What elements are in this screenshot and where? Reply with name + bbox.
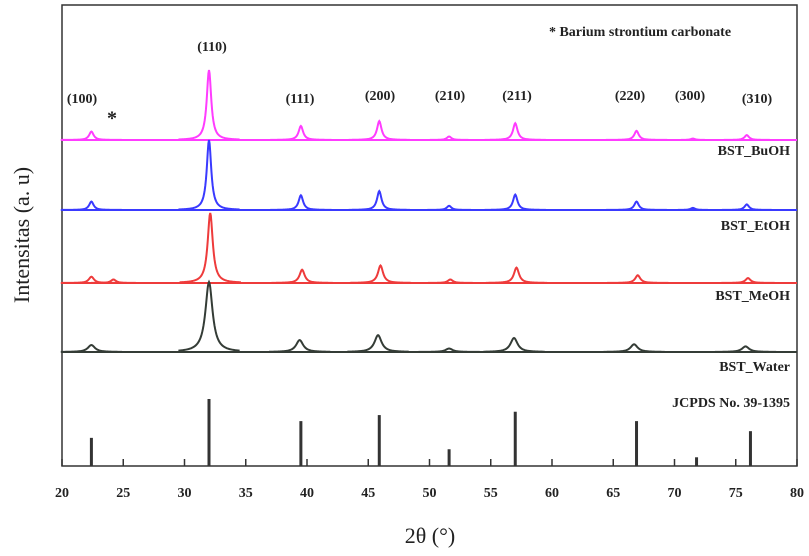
peak-annotation: (210)	[435, 89, 466, 104]
peak-annotation: (100)	[67, 92, 98, 107]
x-axis-label: 2θ (°)	[405, 523, 456, 548]
diffraction-peak	[603, 343, 665, 353]
peak-annotation: (211)	[502, 89, 532, 104]
diffraction-peak	[270, 124, 332, 141]
diffraction-peak	[270, 193, 332, 211]
diffraction-peak	[269, 339, 331, 353]
diffraction-peak	[179, 212, 241, 284]
diffraction-peak	[484, 193, 546, 211]
diffraction-peak	[485, 266, 548, 284]
diffraction-peak	[60, 343, 123, 353]
diffraction-peak	[714, 345, 777, 353]
x-tick-label: 55	[484, 486, 498, 501]
peak-annotation: *	[107, 108, 117, 130]
x-tick-label: 80	[790, 486, 804, 501]
diffraction-peak	[484, 121, 546, 141]
diffraction-peak	[716, 134, 778, 141]
peak-annotation: (200)	[365, 89, 396, 104]
diffraction-peak	[348, 189, 410, 211]
diffraction-peak	[178, 279, 240, 352]
x-tick-label: 45	[361, 486, 375, 501]
peak-annotation: (110)	[197, 40, 227, 55]
x-tick-label: 35	[239, 486, 253, 501]
diffraction-peak	[60, 275, 123, 284]
diffraction-peak	[607, 274, 669, 284]
diffraction-peak	[348, 119, 410, 141]
diffraction-peak	[418, 347, 480, 353]
diffraction-peak	[662, 137, 724, 141]
series-label: BST_BuOH	[718, 144, 790, 159]
diffraction-peak	[483, 336, 545, 353]
peak-annotation: (310)	[742, 92, 773, 107]
x-tick-label: 75	[729, 486, 743, 501]
diffraction-peak	[605, 200, 668, 211]
diffraction-peak	[178, 69, 240, 141]
diffraction-peak	[178, 139, 240, 211]
y-axis-label: Intensitas (a. u)	[9, 167, 34, 303]
x-tick-label: 40	[300, 486, 314, 501]
diffraction-peak	[716, 203, 778, 211]
diffraction-peak	[605, 129, 668, 141]
diffraction-peak	[662, 206, 724, 211]
diffraction-peak	[418, 204, 480, 211]
series-label: BST_MeOH	[715, 289, 790, 304]
x-tick-label: 65	[606, 486, 620, 501]
diffraction-peak	[60, 200, 123, 211]
diffraction-peak	[60, 130, 123, 141]
legend-note: * Barium strontium carbonate	[549, 25, 731, 40]
diffraction-peak	[271, 268, 333, 284]
diffraction-peak	[717, 277, 779, 284]
x-tick-label: 60	[545, 486, 559, 501]
peak-annotation: (220)	[615, 89, 646, 104]
peak-annotation: (300)	[675, 89, 706, 104]
peak-annotation: (111)	[286, 92, 315, 107]
x-tick-label: 25	[116, 486, 130, 501]
diffraction-peak	[347, 334, 409, 353]
diffraction-peak	[82, 278, 145, 284]
series-label: BST_EtOH	[721, 219, 790, 234]
diffraction-peak	[349, 264, 412, 284]
x-tick-label: 70	[668, 486, 682, 501]
diffraction-peak	[418, 135, 480, 141]
x-tick-label: 20	[55, 486, 69, 501]
series-label: BST_Water	[719, 360, 790, 375]
reference-label: JCPDS No. 39-1395	[672, 396, 790, 411]
x-tick-label: 50	[423, 486, 437, 501]
x-tick-label: 30	[178, 486, 192, 501]
diffraction-peak	[419, 278, 481, 284]
